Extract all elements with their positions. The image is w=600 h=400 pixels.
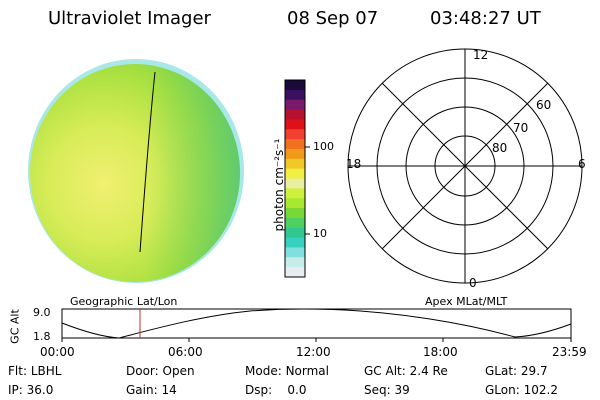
mlt-label-left: 18 (346, 157, 362, 171)
lat-label-80: 80 (492, 141, 508, 155)
colorbar-frame (284, 79, 306, 278)
lat-label-70: 70 (513, 121, 529, 135)
status-gain: Gain: 14 (126, 383, 177, 397)
timeline-xtick: 12:00 (296, 345, 331, 359)
mlt-label-top: 12 (473, 48, 489, 62)
altitude-curve (61, 308, 572, 339)
colorbar-block (285, 237, 305, 248)
colorbar-blocks (285, 80, 305, 278)
earth-disc-shade (30, 64, 240, 282)
lat-label-60: 60 (536, 98, 552, 112)
timeline-xtick: 00:00 (40, 345, 75, 359)
colorbar-block (285, 257, 305, 268)
status-door: Door: Open (126, 364, 195, 378)
timeline-frame (61, 308, 572, 339)
colorbar-block (285, 267, 305, 278)
colorbar-block (285, 217, 305, 229)
colorbar-block (285, 168, 305, 179)
colorbar-block (285, 178, 305, 189)
colorbar-block (285, 109, 305, 120)
status-glat: GLat: 29.7 (485, 364, 548, 378)
time-label: 03:48:27 UT (430, 8, 541, 29)
timeline-xtick: 23:59 (552, 345, 587, 359)
status-ip: IP: 36.0 (8, 383, 54, 397)
colorbar-block (285, 158, 305, 170)
status-glon: GLon: 102.2 (485, 383, 558, 397)
status-gc-alt: GC Alt: 2.4 Re (364, 364, 448, 378)
colorbar-block (285, 208, 305, 219)
timeline-xtick: 18:00 (423, 345, 458, 359)
colorbar-block (285, 227, 305, 239)
status-mode: Mode: Normal (245, 364, 329, 378)
mlt-label-bottom: 0 (469, 276, 477, 290)
instrument-title: Ultraviolet Imager (48, 8, 211, 29)
colorbar-block (285, 129, 305, 140)
terminator-line (139, 71, 156, 253)
colorbar-tick-label: 10 (313, 227, 327, 240)
polar-diagonal (381, 82, 549, 250)
colorbar-block (285, 188, 305, 199)
timeline-ytick: 1.8 (33, 330, 51, 343)
colorbar-block (285, 198, 305, 209)
colorbar-block (285, 99, 305, 111)
colorbar-block (285, 148, 305, 160)
timeline-left-caption: Geographic Lat/Lon (70, 295, 178, 308)
status-flt: Flt: LBHL (8, 364, 62, 378)
colorbar-block (285, 80, 305, 91)
status-dsp: Dsp: 0.0 (245, 383, 307, 397)
colorbar-block (285, 89, 305, 101)
colorbar-tick-label: 100 (313, 140, 334, 153)
date-label: 08 Sep 07 (287, 8, 379, 29)
timeline-ytick: 9.0 (33, 306, 51, 319)
timeline-right-caption: Apex MLat/MLT (425, 295, 508, 308)
colorbar-block (285, 119, 305, 130)
colorbar-block (285, 247, 305, 258)
status-seq: Seq: 39 (364, 383, 410, 397)
timeline-xtick: 06:00 (168, 345, 203, 359)
mlt-label-right: 6 (578, 157, 586, 171)
colorbar-block (285, 139, 305, 150)
